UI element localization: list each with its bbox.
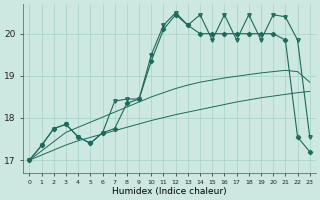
X-axis label: Humidex (Indice chaleur): Humidex (Indice chaleur) [112, 187, 227, 196]
